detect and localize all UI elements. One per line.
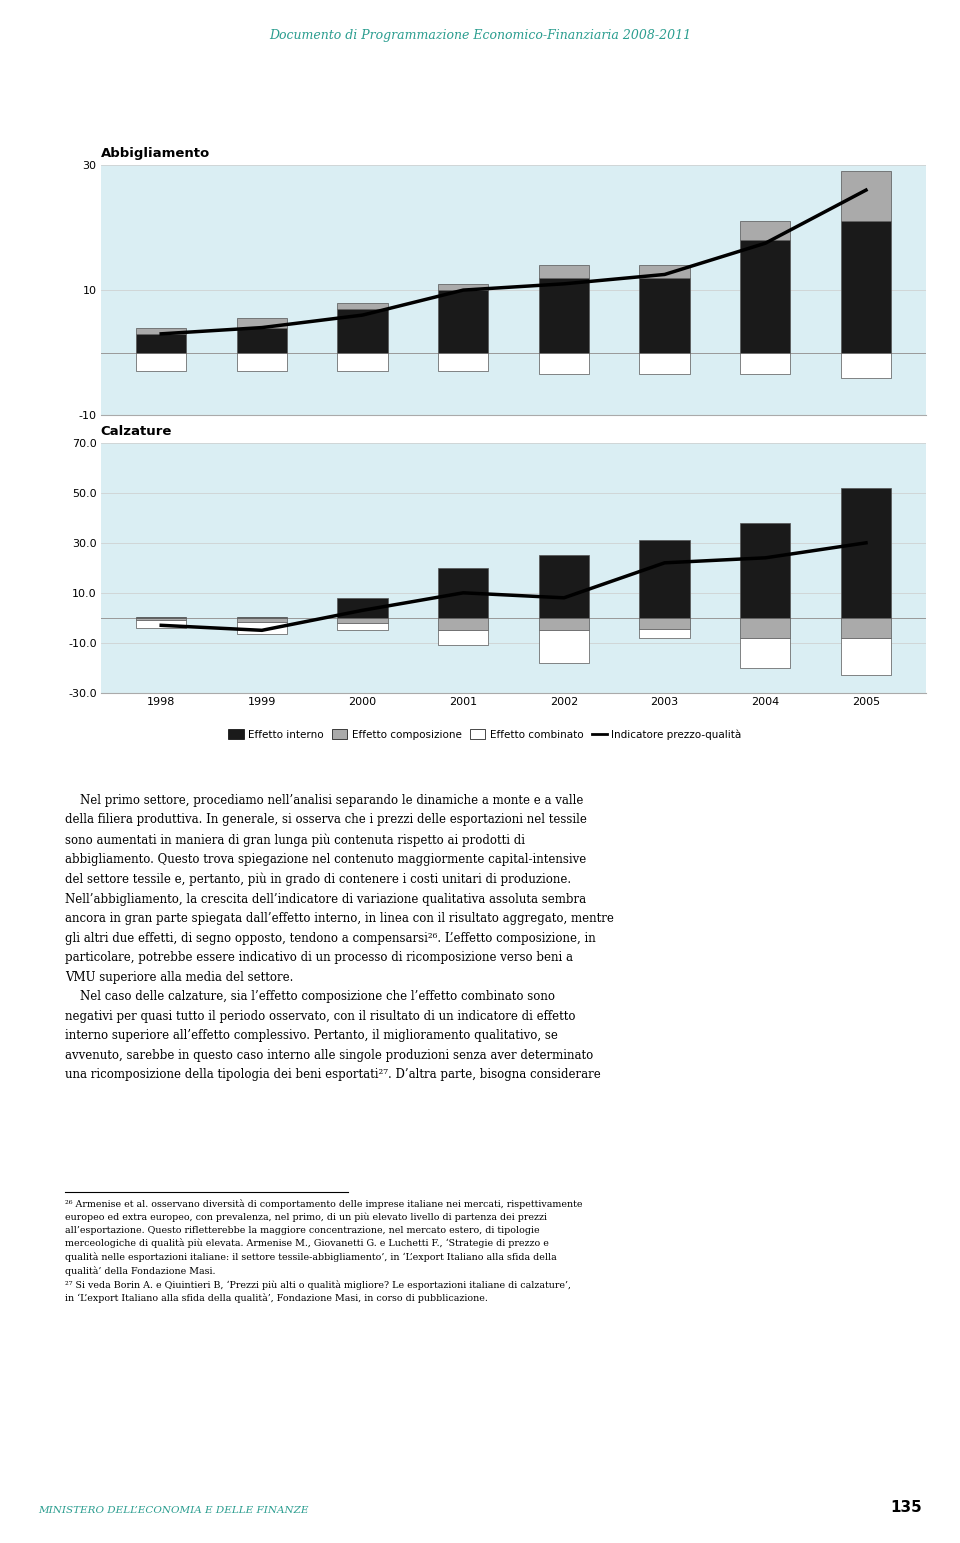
Bar [136, 333, 186, 352]
Text: Abbigliamento: Abbigliamento [101, 148, 210, 160]
Text: 135: 135 [890, 1500, 922, 1515]
Bar [136, 617, 186, 620]
Text: (abbigliamento e calzature, variazioni percentuali rispetto al 1998): (abbigliamento e calzature, variazioni p… [52, 139, 402, 148]
Bar [136, 352, 186, 372]
Bar [539, 617, 589, 630]
Text: FIGURA IX.13: VARIAZIONE QUALITATIVA ASSOLUTA DELLE ESPORTAZIONI ITALIANE: FIGURA IX.13: VARIAZIONE QUALITATIVA ASS… [52, 96, 569, 106]
Bar [740, 352, 790, 375]
Bar [237, 617, 287, 622]
Bar [438, 284, 489, 290]
Bar [438, 352, 489, 372]
Bar [539, 555, 589, 617]
Bar [841, 637, 891, 676]
Bar [237, 622, 287, 634]
Bar [136, 327, 186, 333]
Bar [539, 265, 589, 278]
Bar [337, 617, 388, 623]
Text: Nel primo settore, procediamo nell’analisi separando le dinamiche a monte e a va: Nel primo settore, procediamo nell’anali… [65, 793, 613, 1082]
Bar [639, 352, 690, 375]
Bar [337, 623, 388, 630]
Bar [337, 309, 388, 352]
Bar [639, 278, 690, 352]
Bar [639, 265, 690, 278]
Bar [237, 352, 287, 372]
Bar [841, 171, 891, 221]
Bar [841, 352, 891, 378]
Text: MINISTERO DELL’ECONOMIA E DELLE FINANZE: MINISTERO DELL’ECONOMIA E DELLE FINANZE [38, 1506, 309, 1515]
Bar [438, 630, 489, 645]
Bar [337, 302, 388, 309]
Text: Documento di Programmazione Economico-Finanziaria 2008-2011: Documento di Programmazione Economico-Fi… [269, 29, 691, 42]
Text: ²⁶ Armenise et al. osservano diversità di comportamento delle imprese italiane n: ²⁶ Armenise et al. osservano diversità d… [65, 1199, 583, 1304]
Legend: Effetto interno, Effetto composizione, Effetto combinato, Indicatore prezzo-qual: Effetto interno, Effetto composizione, E… [224, 725, 746, 744]
Bar [539, 278, 589, 352]
Bar [740, 637, 790, 668]
Bar [841, 488, 891, 617]
Bar [337, 597, 388, 617]
Text: Calzature: Calzature [101, 426, 172, 438]
Bar [438, 290, 489, 352]
Bar [740, 523, 790, 617]
Bar [237, 318, 287, 327]
Bar [438, 617, 489, 630]
Bar [438, 568, 489, 617]
Bar [740, 617, 790, 637]
Bar [337, 352, 388, 372]
Bar [841, 617, 891, 637]
Bar [639, 630, 690, 637]
Bar [639, 540, 690, 617]
Bar [539, 352, 589, 375]
Bar [841, 221, 891, 352]
Bar [639, 617, 690, 630]
Bar [740, 221, 790, 241]
Bar [237, 327, 287, 352]
Bar [740, 241, 790, 352]
Bar [539, 630, 589, 663]
Bar [136, 620, 186, 628]
